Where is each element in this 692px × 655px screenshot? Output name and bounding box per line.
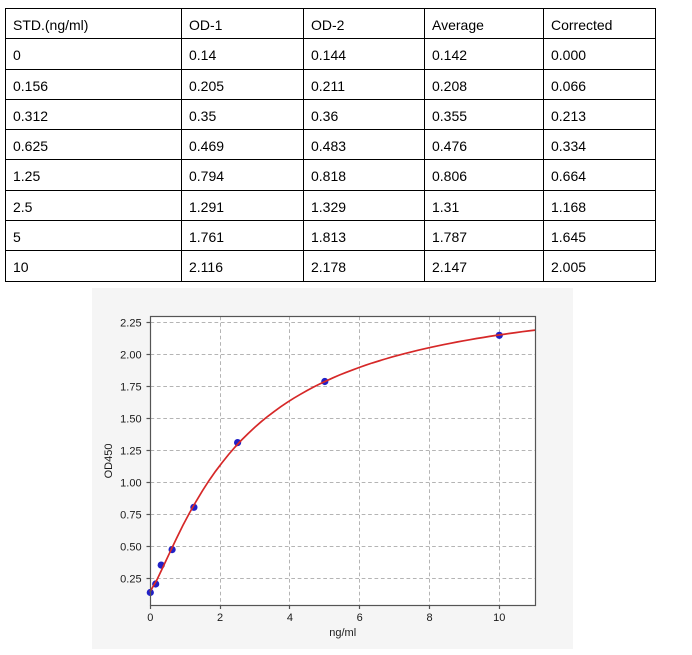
svg-text:2: 2 <box>217 612 223 624</box>
svg-text:0.25: 0.25 <box>120 574 141 586</box>
svg-text:OD450: OD450 <box>103 444 115 479</box>
svg-text:1.25: 1.25 <box>120 446 141 458</box>
svg-text:4: 4 <box>287 612 293 624</box>
svg-text:10: 10 <box>493 612 505 624</box>
svg-text:1.00: 1.00 <box>120 478 141 490</box>
svg-text:2.00: 2.00 <box>120 350 141 362</box>
svg-text:0.50: 0.50 <box>120 542 141 554</box>
svg-text:1.75: 1.75 <box>120 382 141 394</box>
svg-text:2.25: 2.25 <box>120 318 141 330</box>
svg-text:0.75: 0.75 <box>120 510 141 522</box>
svg-text:1.50: 1.50 <box>120 414 141 426</box>
svg-text:ng/ml: ng/ml <box>329 627 356 639</box>
svg-text:6: 6 <box>357 612 363 624</box>
svg-text:8: 8 <box>426 612 432 624</box>
svg-text:0: 0 <box>147 612 153 624</box>
